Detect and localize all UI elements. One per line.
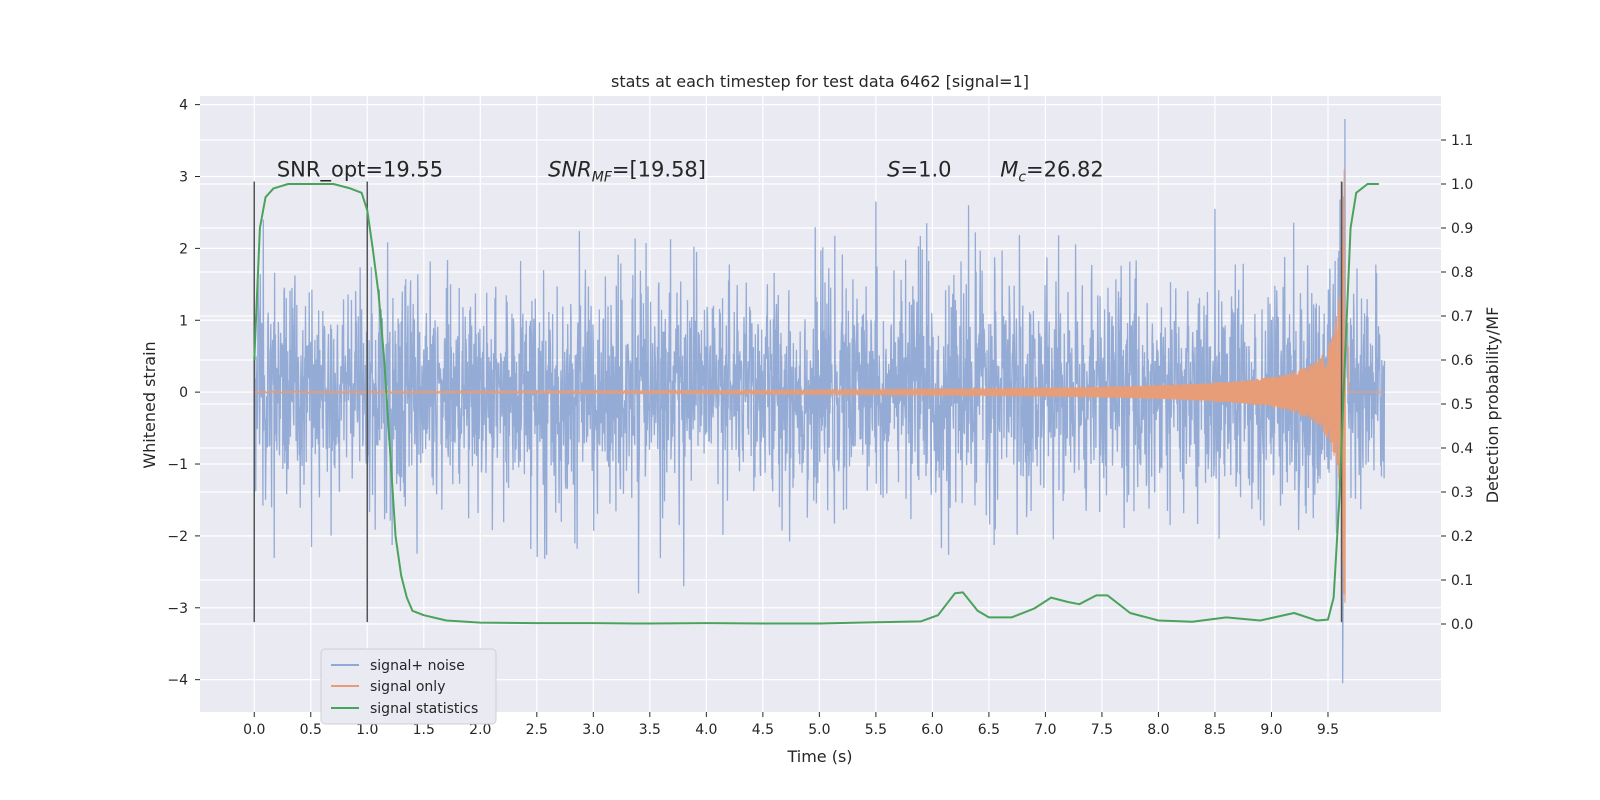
x-tick-label: 6.0 bbox=[921, 722, 943, 738]
legend-label-signal-statistics: signal statistics bbox=[370, 701, 478, 717]
x-tick-label: 9.0 bbox=[1260, 722, 1282, 738]
y2-tick-label: 0.3 bbox=[1451, 485, 1473, 501]
y-tick-label: −2 bbox=[167, 529, 188, 545]
x-tick-label: 3.5 bbox=[639, 722, 661, 738]
x-tick-label: 5.0 bbox=[808, 722, 830, 738]
annotation-subscript: c bbox=[1018, 170, 1026, 186]
y2-tick-label: 0.7 bbox=[1451, 309, 1473, 325]
x-axis-ticks: 0.0 0.5 1.0 1.5 2.0 2.5 3.0 3.5 4.0 4.5 5.0 5.5 6.0 6… bbox=[243, 712, 1339, 738]
y-tick-label: 4 bbox=[179, 98, 188, 114]
x-tick-label: 6.5 bbox=[978, 722, 1000, 738]
annotation: S=1.0 bbox=[887, 158, 951, 182]
annotation-subscript: MF bbox=[592, 170, 613, 186]
chart-title: stats at each timestep for test data 646… bbox=[611, 72, 1029, 91]
x-axis-label: Time (s) bbox=[786, 747, 852, 766]
signal-plus-noise-line bbox=[253, 118, 1386, 684]
annotations: SNR_opt=19.55 SNRMF=[19.58] S=1.0 Mc=26.82 bbox=[277, 158, 1104, 186]
legend: signal+ noise signal only signal statist… bbox=[320, 648, 497, 725]
legend-box bbox=[320, 648, 497, 725]
x-tick-label: 1.0 bbox=[356, 722, 378, 738]
x-tick-label: 4.5 bbox=[752, 722, 774, 738]
y2-tick-label: 0.1 bbox=[1451, 573, 1473, 589]
x-tick-label: 7.5 bbox=[1091, 722, 1113, 738]
annotation-main: S bbox=[887, 158, 900, 182]
y-tick-label: 3 bbox=[179, 170, 188, 186]
x-tick-label: 8.0 bbox=[1147, 722, 1169, 738]
x-tick-label: 7.0 bbox=[1034, 722, 1056, 738]
y2-tick-label: 0.8 bbox=[1451, 265, 1473, 281]
y-axis-label: Whitened strain bbox=[140, 341, 159, 468]
y-tick-label: 0 bbox=[179, 385, 188, 401]
y-tick-label: −4 bbox=[167, 673, 188, 689]
annotation-main: SNR_opt=19.55 bbox=[277, 158, 443, 183]
signal-only-line bbox=[253, 169, 1385, 603]
y-axis-right-ticks: 0.0 0.1 0.2 0.3 0.4 0.5 0.6 0.7 0.8 0.9 1.0 1.1 bbox=[1441, 133, 1473, 633]
annotation-value: =[19.58] bbox=[612, 158, 706, 182]
x-tick-label: 2.0 bbox=[469, 722, 491, 738]
x-tick-label: 8.5 bbox=[1204, 722, 1226, 738]
x-tick-label: 3.0 bbox=[582, 722, 604, 738]
y-tick-label: −3 bbox=[167, 601, 188, 617]
annotation-value: =1.0 bbox=[901, 158, 952, 182]
y-tick-label: −1 bbox=[167, 457, 188, 473]
legend-label-signal-plus-noise: signal+ noise bbox=[370, 658, 465, 674]
x-tick-label: 9.5 bbox=[1317, 722, 1339, 738]
x-tick-label: 5.5 bbox=[865, 722, 887, 738]
annotation-main: M bbox=[1000, 158, 1018, 182]
series-signal-only bbox=[253, 169, 1385, 603]
annotation: SNRMF=[19.58] bbox=[548, 158, 706, 186]
y-tick-label: 2 bbox=[179, 241, 188, 257]
y2-tick-label: 0.5 bbox=[1451, 397, 1473, 413]
y-axis-left-ticks: −4 −3 −2 −1 0 1 2 3 4 bbox=[167, 98, 200, 689]
annotation: Mc=26.82 bbox=[1000, 158, 1104, 186]
y2-tick-label: 0.6 bbox=[1451, 353, 1473, 369]
y2-tick-label: 0.2 bbox=[1451, 529, 1473, 545]
x-tick-label: 1.5 bbox=[413, 722, 435, 738]
annotation-main: SNR bbox=[548, 158, 592, 182]
y-tick-label: 1 bbox=[179, 313, 188, 329]
signal-statistics-line bbox=[253, 183, 1379, 625]
y2-tick-label: 0.4 bbox=[1451, 441, 1473, 457]
y-axis-right-label: Detection probability/MF bbox=[1483, 307, 1502, 504]
x-tick-label: 4.0 bbox=[695, 722, 717, 738]
vertical-markers bbox=[253, 181, 1343, 623]
series-signal-statistics bbox=[253, 183, 1379, 625]
y2-tick-label: 1.1 bbox=[1451, 133, 1473, 149]
y2-tick-label: 0.9 bbox=[1451, 221, 1473, 237]
x-tick-label: 2.5 bbox=[526, 722, 548, 738]
annotation: SNR_opt=19.55 bbox=[277, 158, 443, 183]
legend-label-signal-only: signal only bbox=[370, 679, 445, 695]
annotation-value: =26.82 bbox=[1026, 158, 1104, 182]
x-tick-label: 0.0 bbox=[243, 722, 265, 738]
x-tick-label: 0.5 bbox=[300, 722, 322, 738]
series-signal-plus-noise bbox=[253, 118, 1386, 684]
y2-tick-label: 0.0 bbox=[1451, 617, 1473, 633]
y2-tick-label: 1.0 bbox=[1451, 177, 1473, 193]
